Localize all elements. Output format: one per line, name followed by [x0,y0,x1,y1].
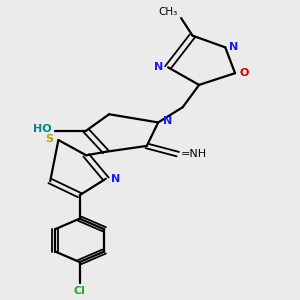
Text: N: N [111,174,120,184]
Text: =NH: =NH [181,149,207,159]
Text: N: N [229,42,238,52]
Text: S: S [46,134,53,144]
Text: Cl: Cl [74,286,85,296]
Text: O: O [240,68,249,78]
Text: N: N [163,116,172,126]
Text: HO: HO [33,124,52,134]
Text: N: N [154,62,163,72]
Text: CH₃: CH₃ [159,7,178,17]
